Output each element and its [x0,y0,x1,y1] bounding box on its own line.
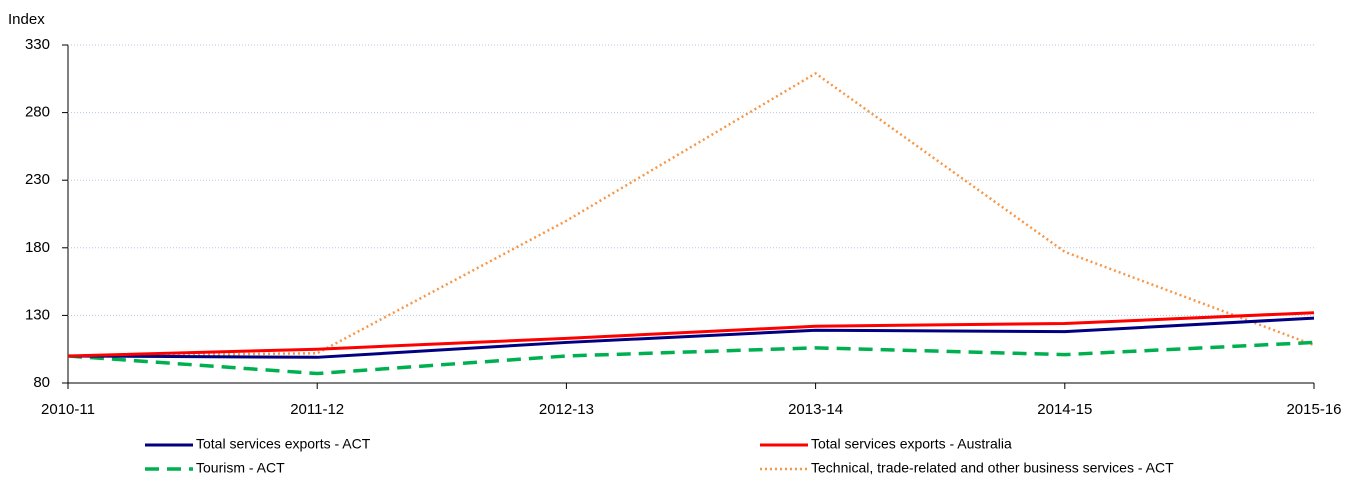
series-line [67,316,1315,359]
y-tick-label: 180 [25,239,50,256]
y-tick-label: 230 [25,171,50,188]
y-tick-label: 280 [25,104,50,121]
y-tick-label: 330 [25,36,50,53]
legend-label: Tourism - ACT [196,460,285,476]
series-line [67,340,1315,376]
series-line [67,72,1315,358]
x-tick-label: 2015-16 [1286,401,1341,418]
legend-label: Total services exports - Australia [811,436,1012,452]
x-tick-label: 2010-11 [41,401,95,418]
x-tick-label: 2014-15 [1037,401,1092,418]
series-line [67,311,1315,358]
x-tick-label: 2013-14 [788,401,843,418]
y-tick-label: 80 [33,374,50,391]
y-axis-label: Index [8,11,45,28]
x-tick-label: 2011-12 [290,401,344,418]
y-tick-label: 130 [25,306,50,323]
legend-label: Total services exports - ACT [196,436,371,452]
legend-label: Technical, trade-related and other busin… [811,460,1174,476]
x-tick-label: 2012-13 [539,401,594,418]
